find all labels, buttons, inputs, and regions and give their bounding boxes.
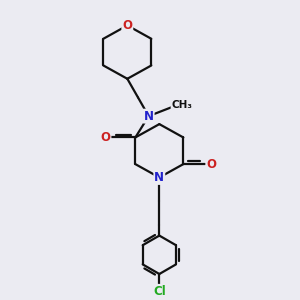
Text: N: N (154, 171, 164, 184)
Text: O: O (122, 19, 132, 32)
Text: CH₃: CH₃ (172, 100, 193, 110)
Text: O: O (206, 158, 216, 171)
Text: Cl: Cl (153, 285, 166, 298)
Text: N: N (144, 110, 154, 123)
Text: O: O (100, 131, 110, 144)
